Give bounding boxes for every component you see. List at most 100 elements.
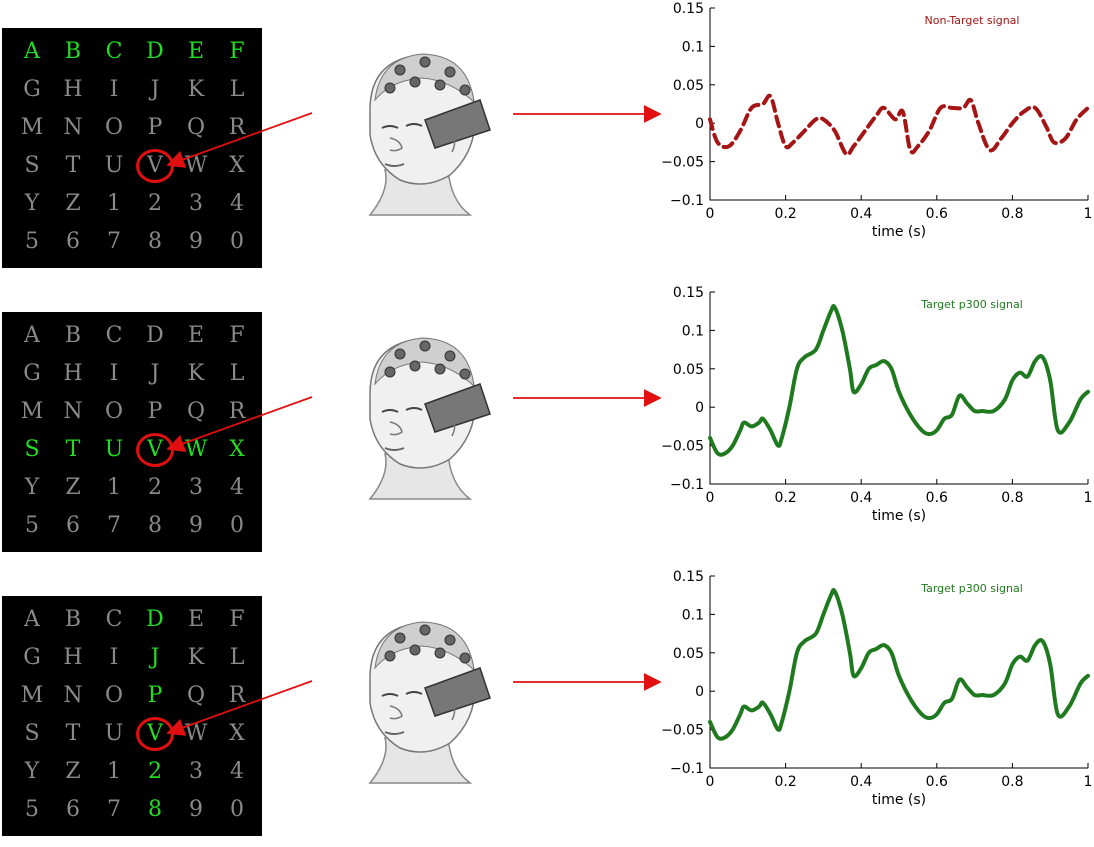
matrix-cell: R (228, 399, 246, 424)
matrix-cell: 8 (148, 513, 162, 538)
matrix-cell: X (229, 153, 245, 178)
matrix-cell: T (65, 153, 81, 178)
speller-panel: A B C D E F G H I J K L M N O P Q R S T U V W X Y Z 1 2 3 4 5 6 7 8 9 0 −0.1… (0, 0, 1094, 270)
x-tick-label: 0.4 (850, 490, 872, 506)
matrix-cell: J (150, 645, 160, 670)
y-tick-label: 0 (695, 116, 704, 132)
matrix-cell: A (24, 39, 40, 64)
matrix-cell: G (23, 361, 41, 386)
y-tick-label: 0 (695, 400, 704, 416)
matrix-cell: Y (24, 475, 40, 500)
matrix-cell: 1 (107, 759, 121, 784)
matrix-cell: E (187, 607, 205, 632)
matrix-cell: 5 (25, 229, 39, 254)
matrix-cell: U (104, 437, 124, 462)
matrix-cell: 4 (230, 475, 244, 500)
matrix-cell: E (187, 323, 205, 348)
x-tick-label: 0.2 (774, 206, 796, 222)
y-tick-label: 0.15 (673, 1, 704, 17)
matrix-cell: B (64, 607, 82, 632)
series-line (708, 304, 1090, 457)
matrix-cell: W (184, 437, 208, 462)
matrix-cell: J (150, 77, 160, 102)
legend-entry: Non-Target signal (925, 14, 1020, 27)
legend-entry: Target p300 signal (920, 298, 1023, 311)
arrow-to-matrix (166, 112, 313, 168)
matrix-cell: P (147, 399, 163, 424)
matrix-cell: S (24, 437, 40, 462)
signal-chart: −0.1 −0.05 0 0.05 0.1 0.15 0 0.2 0.4 0.6 0.8 1 time … (661, 569, 1092, 808)
matrix-cell: K (187, 361, 205, 386)
matrix-cell: P (147, 683, 163, 708)
matrix-cell: Q (186, 399, 206, 424)
matrix-cell: S (24, 721, 40, 746)
series-line (708, 588, 1090, 741)
matrix-cell: 7 (107, 797, 121, 822)
signal-chart: −0.1 −0.05 0 0.05 0.1 0.15 0 0.2 0.4 0.6 0.8 1 time … (661, 285, 1093, 524)
y-tick-label: 0.15 (673, 285, 704, 301)
matrix-cell: F (229, 607, 245, 632)
y-tick-label: 0.05 (673, 646, 704, 662)
matrix-cell: 6 (66, 513, 80, 538)
matrix-cell: 1 (107, 475, 121, 500)
matrix-cell: Z (65, 191, 81, 216)
matrix-cell: G (23, 77, 41, 102)
matrix-cell: 9 (189, 229, 203, 254)
y-tick-label: −0.05 (661, 723, 704, 739)
matrix-cell: 0 (230, 797, 244, 822)
y-tick-label: 0.05 (673, 362, 704, 378)
x-tick-label: 1 (1084, 206, 1093, 222)
matrix-cell: A (24, 607, 40, 632)
matrix-cell: D (146, 323, 164, 348)
signal-plot: −0.1 −0.05 0 0.05 0.1 0.15 0 0.2 0.4 0.6 0.8 1 time … (640, 0, 1094, 270)
matrix-cell: N (63, 683, 83, 708)
x-tick-label: 0.4 (850, 206, 872, 222)
matrix-cell: E (187, 39, 205, 64)
matrix-cell: 9 (189, 513, 203, 538)
matrix-cell: W (184, 153, 208, 178)
matrix-cell: M (20, 683, 44, 708)
y-tick-label: 0.15 (673, 569, 704, 585)
matrix-cell: C (105, 323, 123, 348)
matrix-cell: O (104, 115, 124, 140)
arrow-to-matrix (166, 680, 313, 736)
matrix-cell: Y (24, 759, 40, 784)
x-tick-label: 0.6 (926, 206, 948, 222)
matrix-cell: 4 (230, 759, 244, 784)
x-tick-label: 0.6 (926, 774, 948, 790)
x-tick-label: 0 (706, 206, 715, 222)
x-tick-label: 0.2 (774, 490, 796, 506)
signal-chart: −0.1 −0.05 0 0.05 0.1 0.15 0 0.2 0.4 0.6 0.8 1 time … (661, 1, 1093, 240)
matrix-cell: D (146, 39, 164, 64)
chart-axes (709, 8, 1088, 201)
x-tick-label: 1 (1084, 490, 1093, 506)
matrix-cell: J (150, 361, 160, 386)
speller-panel: A B C D E F G H I J K L M N O P Q R S T U V W X Y Z 1 2 3 4 5 6 7 8 9 0 −0.1… (0, 284, 1094, 554)
head-with-eeg-cap-icon (368, 337, 491, 500)
x-tick-label: 0.8 (1001, 206, 1023, 222)
y-tick-label: 0.1 (682, 607, 704, 623)
matrix-cell: A (24, 323, 40, 348)
y-tick-label: 0.05 (673, 78, 704, 94)
x-tick-label: 0.2 (774, 774, 796, 790)
x-tick-label: 0.8 (1001, 774, 1023, 790)
flow-arrows (166, 673, 662, 736)
matrix-cell: I (109, 77, 119, 102)
matrix-cell: 6 (66, 229, 80, 254)
x-tick-label: 0.6 (926, 490, 948, 506)
matrix-cell: 2 (148, 759, 162, 784)
matrix-cell: T (65, 437, 81, 462)
head-with-eeg-cap-icon (368, 621, 491, 784)
matrix-cell: 2 (148, 191, 162, 216)
matrix-cell: K (187, 645, 205, 670)
x-tick-label: 0 (706, 774, 715, 790)
matrix-cell: I (109, 361, 119, 386)
matrix-cell: Z (65, 759, 81, 784)
arrow-to-matrix (166, 396, 313, 452)
y-tick-label: −0.1 (670, 477, 704, 493)
matrix-cell: 7 (107, 229, 121, 254)
matrix-cell: M (20, 115, 44, 140)
flow-arrows (166, 389, 662, 452)
eeg-headset-illustration (330, 608, 505, 788)
